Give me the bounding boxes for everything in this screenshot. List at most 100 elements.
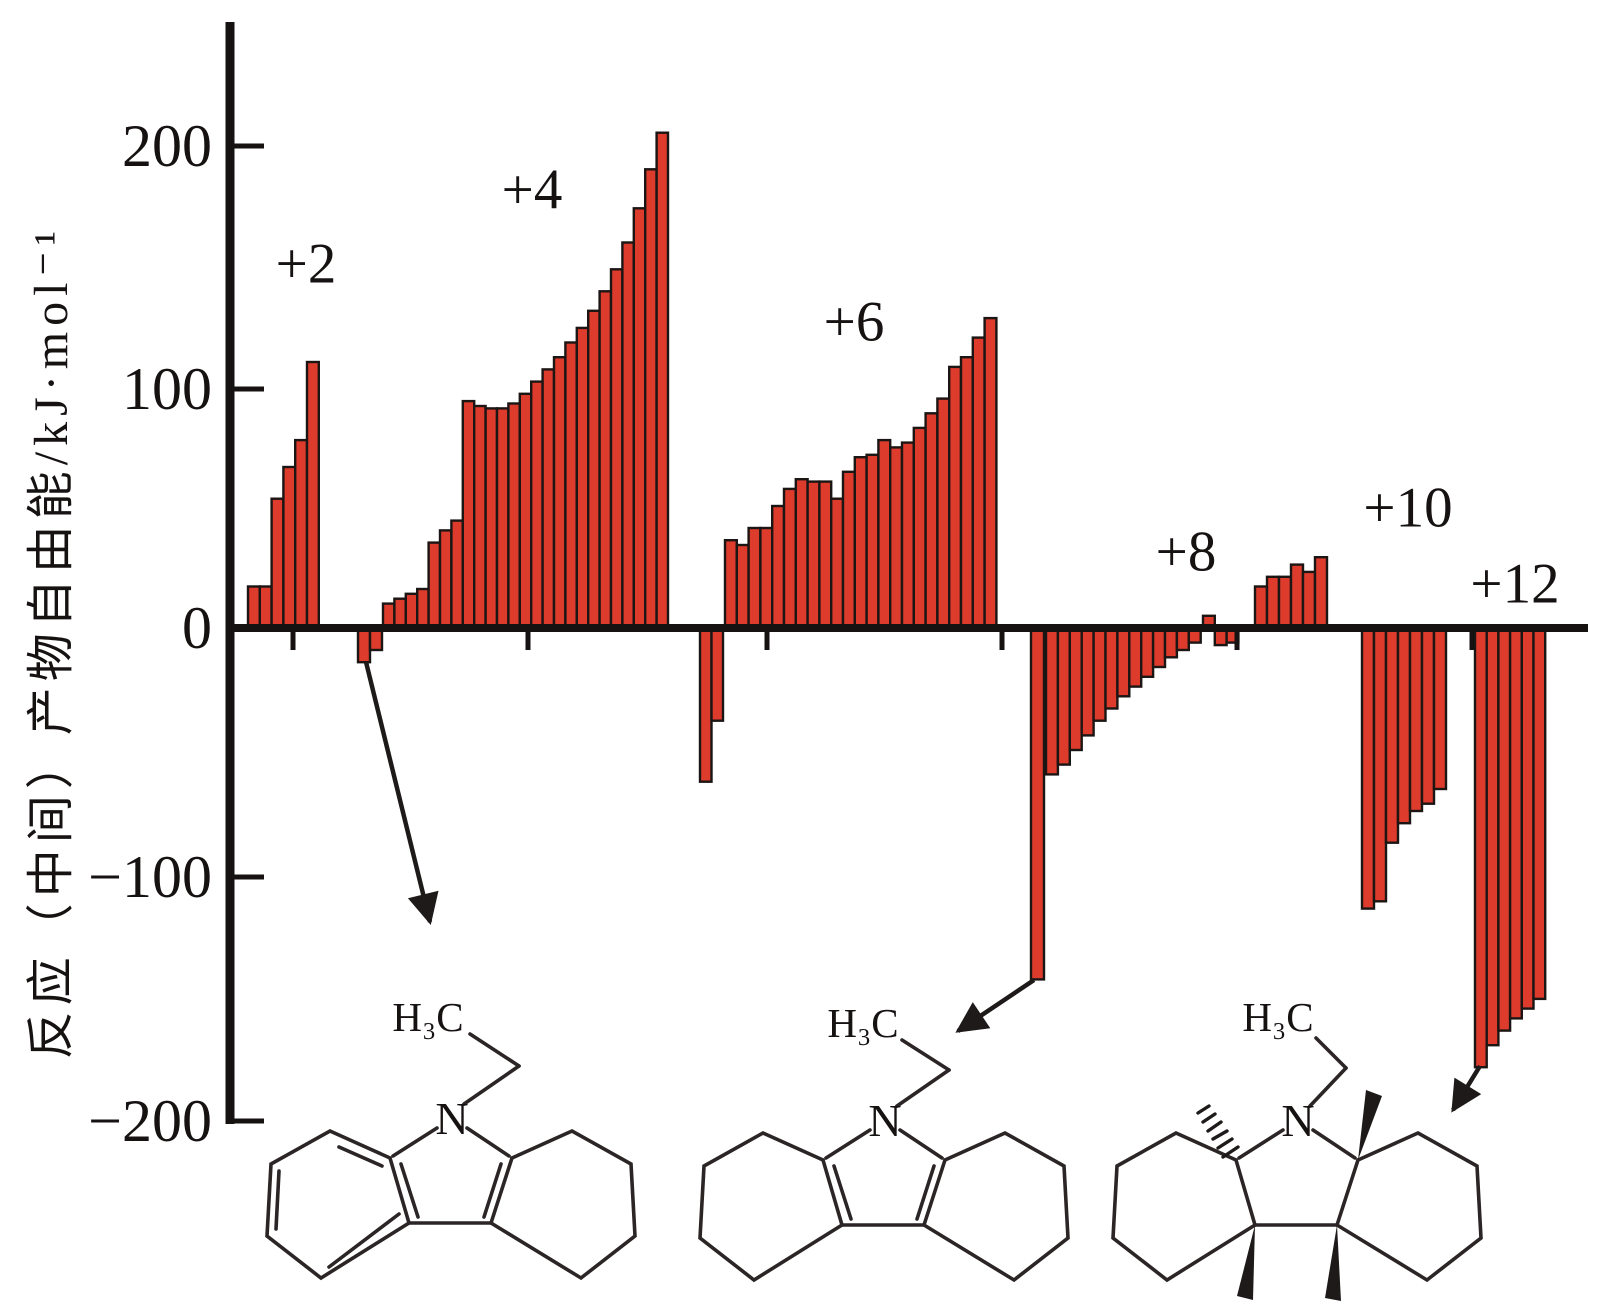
bar-plus4-rise — [495, 407, 510, 630]
y-tick-label-−200: −200 — [88, 1088, 212, 1154]
y-tick-label-200: 200 — [122, 113, 212, 179]
bar-plus2-rise — [282, 465, 297, 630]
bar-plus6-rise — [971, 336, 986, 630]
bold-wedge-methyl-bottom-right — [1325, 1225, 1341, 1301]
bar-plus6-rise — [806, 480, 821, 630]
bar-plus12-drop — [1508, 626, 1523, 1020]
bar-plus4-rise — [530, 380, 544, 630]
bar-plus6-rise — [959, 356, 975, 630]
bar-plus6-rise — [900, 441, 916, 630]
x-ticks — [290, 630, 1475, 650]
molecule-structure-right: N H₃C — [1111, 994, 1483, 1301]
bar-plus6-rise — [948, 365, 963, 630]
bar-plus8-recover — [1044, 626, 1060, 776]
bar-plus4-rise — [484, 407, 499, 630]
arrow-to-molecule-right — [1451, 1064, 1482, 1113]
bar-plus4-rise — [461, 399, 476, 630]
bar-dip-after-plus4 — [710, 626, 725, 722]
bar-plus10-rise — [1289, 563, 1305, 630]
bar-plus6-rise — [877, 438, 892, 630]
axes — [225, 22, 1588, 1124]
bar-plus2-rise — [270, 497, 285, 630]
hashed-wedge-methyl — [1196, 1104, 1240, 1159]
bar-plus4-rise — [450, 519, 464, 630]
bar-plus4-rise — [541, 368, 556, 630]
bar-plus10-rise — [1253, 585, 1269, 630]
bar-plus4-rise — [655, 131, 670, 630]
bar-plus2-rise — [305, 360, 321, 630]
bar-plus4-rise — [609, 268, 624, 630]
bar-plus4-rise — [438, 529, 453, 630]
molecule-structure-left: N H₃C — [265, 994, 637, 1281]
bar-plus4-rise — [416, 587, 430, 630]
bar-plus8-recover — [1128, 626, 1143, 688]
bar-plus10-rise — [1265, 575, 1281, 630]
bar-plus12-drop — [1520, 626, 1535, 1010]
bars-layer — [246, 131, 1547, 1069]
bar-plus8-recover — [1139, 626, 1155, 678]
bar-plus4-rise — [564, 341, 579, 630]
bar-plus6-rise — [759, 526, 774, 630]
bar-deep-drop-after-plus6 — [1029, 626, 1046, 981]
bar-plus4-rise — [393, 597, 407, 630]
bar-plus10-drop — [1384, 626, 1400, 844]
y-axis-title: 反应（中间）产物自由能/kJ·mol⁻¹ — [25, 224, 78, 1060]
bar-plus4-rise — [632, 207, 647, 630]
bar-plus12-drop — [1497, 626, 1512, 1032]
methyl-label: H₃C — [392, 994, 463, 1040]
bar-plus12-drop — [1485, 626, 1500, 1047]
bar-plus4-rise — [621, 241, 636, 630]
bar-plus4-rise — [587, 309, 601, 630]
bar-plus6-rise — [912, 426, 927, 630]
nitrogen-label: N — [1281, 1095, 1314, 1146]
bold-wedge-methyl-bottom-left — [1237, 1225, 1255, 1300]
bar-plus8-recover — [1151, 626, 1167, 669]
annotation-arrows — [363, 661, 1482, 1113]
bar-plus10-drop — [1396, 626, 1412, 825]
bar-plus6-rise — [794, 478, 809, 630]
y-tick-label-−100: −100 — [88, 844, 212, 910]
bar-plus6-rise — [782, 487, 798, 630]
bar-dip-after-plus4 — [698, 626, 713, 783]
bar-plus8-recover — [1092, 626, 1107, 722]
group-label-+6: +6 — [823, 290, 885, 354]
bar-plus10-drop — [1420, 626, 1436, 805]
bar-plus6-rise — [830, 497, 845, 630]
bar-plus2-rise — [246, 585, 262, 630]
bar-plus10-rise — [1277, 575, 1293, 630]
bar-plus10-drop — [1408, 626, 1424, 813]
bar-plus4-rise — [598, 290, 613, 630]
bar-plus4-rise — [427, 541, 442, 630]
bar-plus4-rise — [507, 402, 521, 630]
bar-plus6-rise — [818, 480, 833, 630]
y-tick-label-100: 100 — [122, 356, 212, 422]
bar-plus4-rise — [518, 392, 533, 630]
bar-plus12-drop — [1532, 626, 1547, 1001]
bar-plus6-rise — [747, 526, 762, 630]
nitrogen-label: N — [868, 1095, 901, 1146]
bar-plus6-rise — [936, 397, 951, 630]
bar-plus10-rise — [1313, 556, 1329, 630]
nitrogen-label: N — [435, 1093, 468, 1144]
bar-plus6-rise — [889, 446, 904, 630]
bar-plus6-rise — [771, 504, 786, 630]
bar-plus8-recover — [1104, 626, 1119, 710]
arrow-to-molecule-middle — [955, 978, 1036, 1033]
bar-plus8-recover — [1068, 626, 1083, 752]
bar-plus10-rise — [1301, 570, 1317, 630]
bar-plus6-rise — [841, 470, 857, 630]
bar-plus6-rise — [723, 539, 739, 630]
bar-plus4-rise — [552, 356, 567, 630]
bar-plus6-rise — [924, 412, 939, 630]
bar-plus8-recover — [1080, 626, 1095, 737]
group-label-+10: +10 — [1363, 476, 1453, 540]
bar-plus2-rise — [294, 438, 309, 630]
bar-plus8-recover — [1163, 626, 1179, 659]
bar-plus4-rise — [473, 404, 487, 630]
bold-wedge-methyl-top — [1358, 1090, 1382, 1160]
bar-plus10-drop — [1432, 626, 1448, 791]
methyl-label: H₃C — [1242, 994, 1313, 1040]
bar-plus12-drop — [1473, 626, 1488, 1069]
